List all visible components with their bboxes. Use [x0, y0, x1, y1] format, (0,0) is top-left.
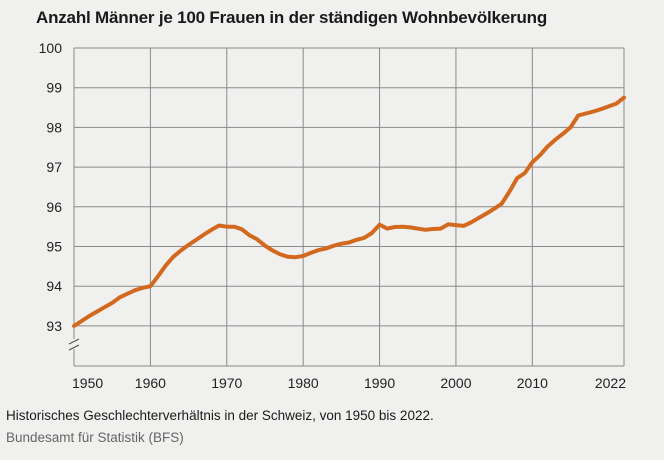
y-tick-label: 98 — [46, 119, 62, 135]
y-tick-label: 94 — [46, 278, 62, 294]
y-tick-label: 93 — [46, 318, 62, 334]
x-tick-label: 1970 — [211, 375, 242, 391]
y-tick-label: 95 — [46, 239, 62, 255]
y-axis-break — [68, 338, 80, 351]
y-tick-label: 100 — [39, 40, 63, 56]
chart-title: Anzahl Männer je 100 Frauen in der ständ… — [36, 8, 547, 27]
line-chart: 93 94 95 96 97 98 99 100 1950 1960 1970 1980 1990 20… — [39, 40, 627, 391]
x-tick-label: 1960 — [135, 375, 166, 391]
axis-break-mark — [68, 344, 80, 351]
y-tick-label: 97 — [46, 159, 62, 175]
axis-break-gap — [68, 339, 80, 349]
axis-break-mark — [68, 338, 80, 345]
y-tick-label: 96 — [46, 199, 62, 215]
chart-caption: Historisches Geschlechterverhältnis in d… — [6, 408, 434, 423]
y-axis-ticks: 93 94 95 96 97 98 99 100 — [39, 40, 63, 334]
series-group — [72, 95, 626, 328]
chart-source: Bundesamt für Statistik (BFS) — [6, 430, 184, 445]
x-tick-label: 1990 — [364, 375, 395, 391]
x-axis-ticks: 1950 1960 1970 1980 1990 2000 2010 2022 — [72, 375, 626, 391]
x-tick-label: 1980 — [288, 375, 319, 391]
x-tick-label: 2000 — [440, 375, 471, 391]
grid-lines — [73, 47, 625, 366]
x-tick-label: 2022 — [595, 375, 626, 391]
x-tick-label: 1950 — [72, 375, 103, 391]
y-tick-label: 99 — [46, 80, 62, 96]
x-tick-label: 2010 — [517, 375, 548, 391]
plot-frame — [73, 48, 624, 367]
series-line — [72, 95, 626, 328]
